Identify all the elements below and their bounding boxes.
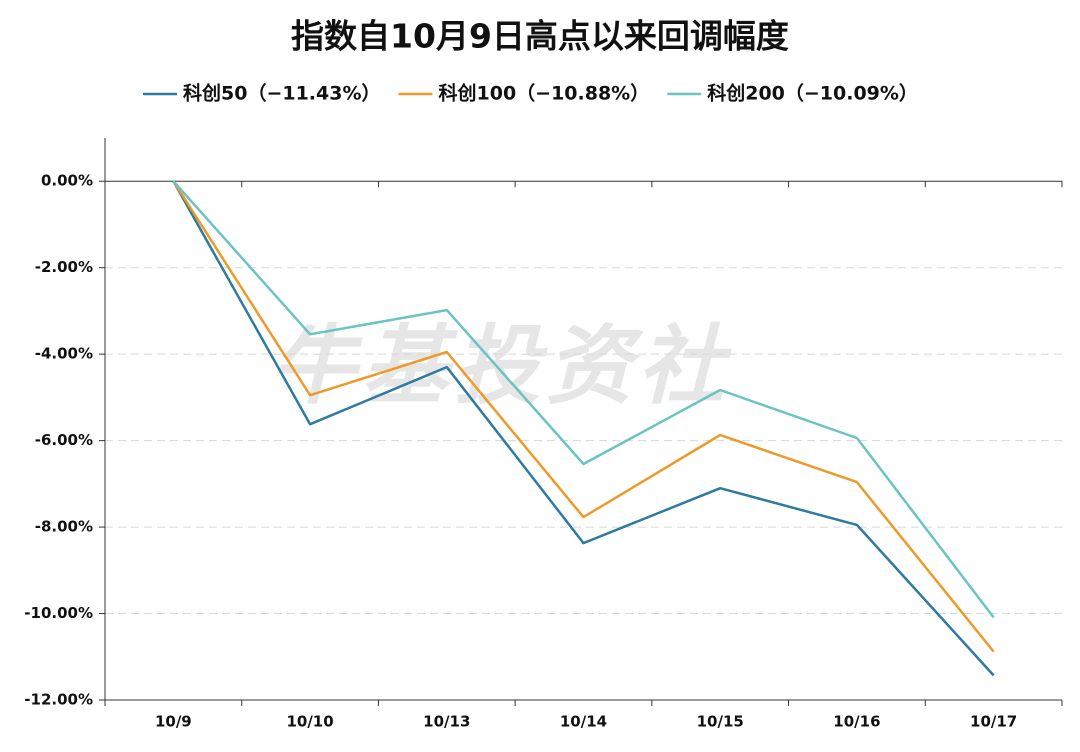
- x-tick-label: 10/15: [697, 713, 744, 731]
- x-tick-label: 10/9: [155, 713, 192, 731]
- y-tick-label: 0.00%: [41, 172, 93, 190]
- x-tick-label: 10/10: [286, 713, 333, 731]
- legend-label: 科创50（−11.43%）: [183, 82, 381, 105]
- x-tick-label: 10/17: [970, 713, 1017, 731]
- series-line: [172, 180, 995, 677]
- y-tick-label: -2.00%: [35, 258, 93, 276]
- x-tick-label: 10/13: [423, 713, 470, 731]
- legend: 科创50（−11.43%） 科创100（−10.88%） 科创200（−10.09%…: [143, 82, 918, 105]
- y-tick-label: -6.00%: [35, 431, 93, 449]
- legend-label: 科创200（−10.09%）: [707, 82, 918, 105]
- y-tick-label: -8.00%: [35, 518, 93, 536]
- x-tick-label: 10/16: [833, 713, 880, 731]
- chart-title: 指数自10月9日高点以来回调幅度: [291, 17, 789, 56]
- y-tick-label: -10.00%: [24, 604, 93, 622]
- y-tick-label: -4.00%: [35, 345, 93, 363]
- y-tick-label: -12.00%: [24, 691, 93, 709]
- watermark: 牛基投资社: [270, 316, 732, 416]
- series-line: [172, 180, 995, 619]
- series-line: [172, 180, 995, 653]
- x-tick-label: 10/14: [560, 713, 607, 731]
- legend-label: 科创100（−10.88%）: [439, 82, 650, 105]
